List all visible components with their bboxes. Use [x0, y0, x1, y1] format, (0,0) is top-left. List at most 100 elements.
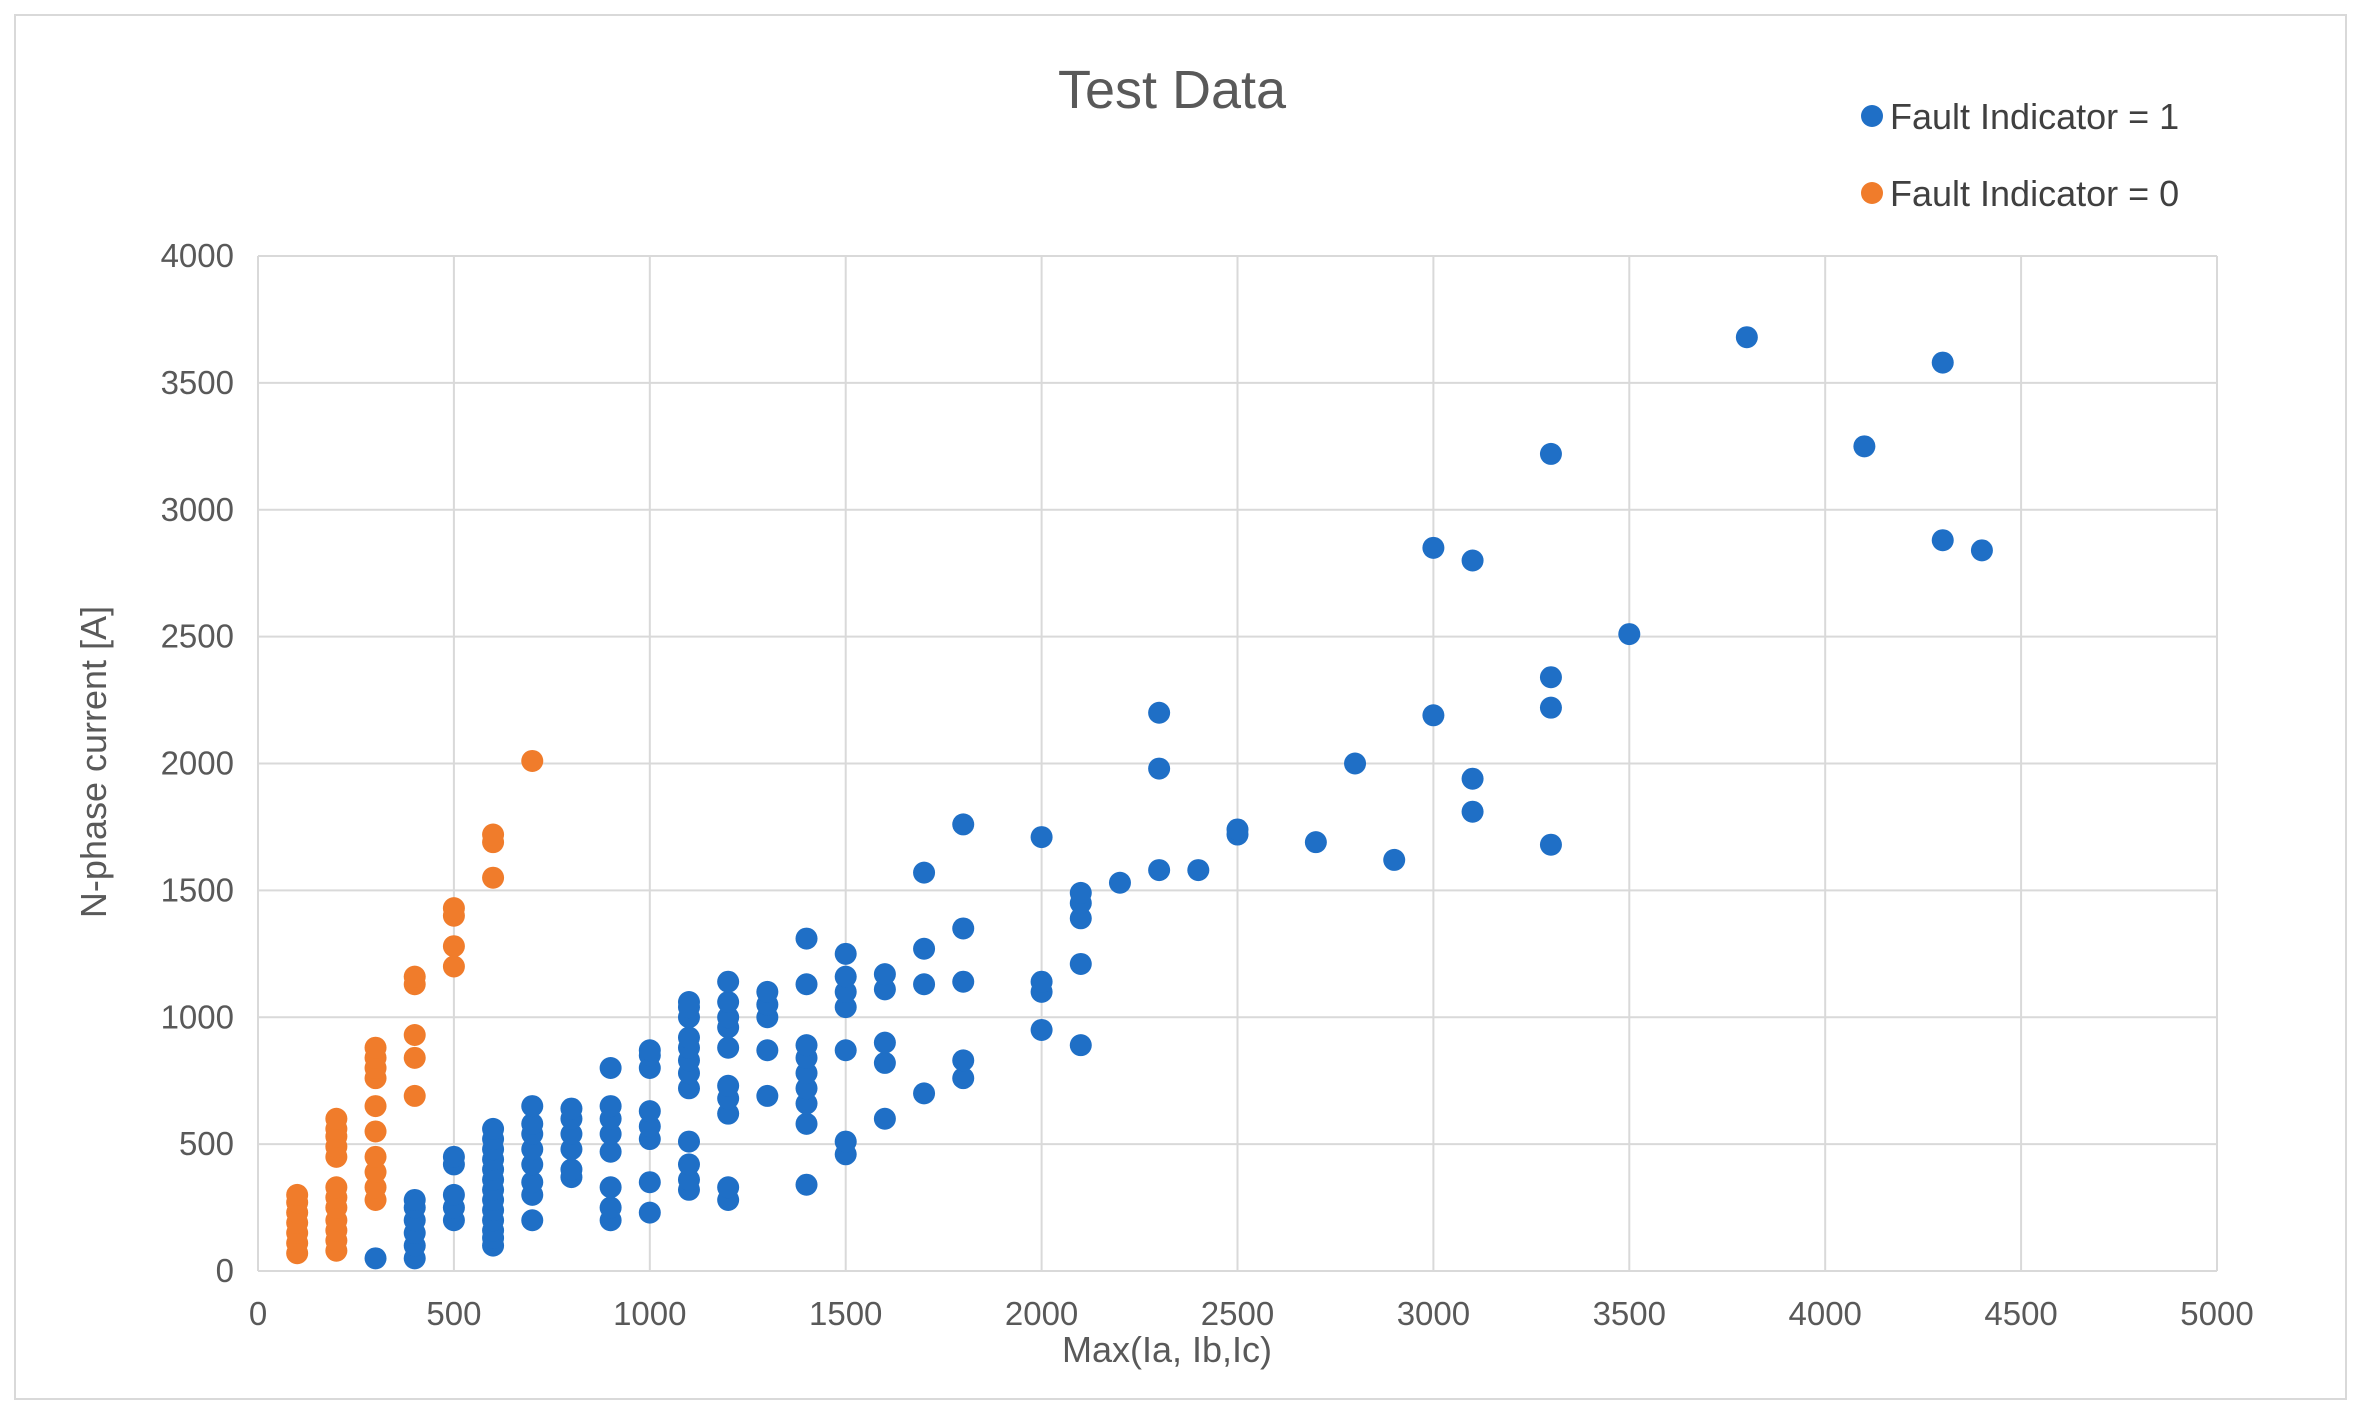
data-point — [442, 897, 465, 920]
data-point — [795, 1092, 818, 1115]
data-point — [325, 1176, 348, 1199]
data-point — [677, 1130, 700, 1153]
x-tick-label: 1500 — [809, 1295, 882, 1332]
data-point — [403, 965, 426, 988]
data-point — [364, 1145, 387, 1168]
data-point — [599, 1095, 622, 1118]
y-axis-title: N-phase current [A] — [73, 606, 114, 918]
data-point — [677, 1026, 700, 1049]
data-point — [521, 1095, 544, 1118]
data-point — [795, 1077, 818, 1100]
data-point — [638, 1171, 661, 1194]
legend-label-fault-0: Fault Indicator = 0 — [1890, 173, 2179, 214]
data-point — [1226, 818, 1249, 841]
data-point — [560, 1138, 583, 1161]
data-point — [482, 866, 505, 889]
data-point — [1461, 800, 1484, 823]
y-tick-label: 3000 — [161, 491, 234, 528]
data-point — [521, 1112, 544, 1135]
data-point — [442, 935, 465, 958]
data-point — [717, 991, 740, 1014]
data-point — [677, 991, 700, 1014]
data-point — [1148, 859, 1171, 882]
data-point — [638, 1201, 661, 1224]
y-tick-label: 2500 — [161, 618, 234, 655]
data-point — [325, 1107, 348, 1130]
x-tick-label: 2000 — [1005, 1295, 1078, 1332]
data-point — [482, 823, 505, 846]
data-point — [1069, 1034, 1092, 1057]
data-point — [1187, 859, 1210, 882]
data-points — [286, 326, 1993, 1270]
grid-lines — [257, 255, 2218, 1272]
data-point — [873, 1031, 896, 1054]
data-point — [913, 973, 936, 996]
data-point — [521, 1209, 544, 1232]
data-point — [873, 1107, 896, 1130]
data-point — [442, 1183, 465, 1206]
data-point — [1108, 871, 1131, 894]
tick-labels: 0 500 1000 1500 2000 2500 3000 3500 4000 4500 5000… — [161, 237, 2254, 1332]
legend-label-fault-1: Fault Indicator = 1 — [1890, 96, 2179, 137]
data-point — [1069, 952, 1092, 975]
y-tick-label: 2000 — [161, 745, 234, 782]
data-point — [952, 1049, 975, 1072]
legend-marker-fault-1 — [1861, 105, 1883, 127]
data-point — [1735, 326, 1758, 349]
data-point — [717, 1006, 740, 1029]
data-point — [834, 980, 857, 1003]
data-point — [286, 1183, 309, 1206]
data-point — [717, 1102, 740, 1125]
x-tick-label: 1000 — [613, 1295, 686, 1332]
data-point — [1422, 704, 1445, 727]
data-point — [1618, 623, 1641, 646]
data-point — [521, 1138, 544, 1161]
data-point — [364, 1247, 387, 1270]
data-point — [1539, 442, 1562, 465]
data-point — [834, 1039, 857, 1062]
data-point — [1931, 529, 1954, 552]
y-tick-label: 4000 — [161, 237, 234, 274]
data-point — [1148, 757, 1171, 780]
data-point — [560, 1097, 583, 1120]
data-point — [795, 1062, 818, 1085]
data-point — [1539, 696, 1562, 719]
data-point — [795, 1112, 818, 1135]
data-point — [1422, 536, 1445, 559]
data-point — [1069, 907, 1092, 930]
data-point — [834, 965, 857, 988]
data-point — [638, 1039, 661, 1062]
chart-frame: 0 500 1000 1500 2000 2500 3000 3500 4000 4500 5000… — [14, 14, 2347, 1400]
data-point — [560, 1158, 583, 1181]
y-tick-label: 1500 — [161, 871, 234, 908]
data-point — [521, 749, 544, 772]
data-point — [1030, 970, 1053, 993]
y-tick-label: 1000 — [161, 998, 234, 1035]
data-point — [442, 955, 465, 978]
data-point — [482, 1117, 505, 1140]
data-point — [795, 927, 818, 950]
data-point — [403, 1084, 426, 1107]
x-tick-label: 3500 — [1593, 1295, 1666, 1332]
data-point — [873, 978, 896, 1001]
data-point — [560, 1122, 583, 1145]
data-point — [403, 1188, 426, 1211]
data-point — [364, 1161, 387, 1184]
data-point — [717, 1176, 740, 1199]
data-point — [952, 1067, 975, 1090]
data-point — [834, 996, 857, 1019]
data-point — [599, 1196, 622, 1219]
data-point — [1853, 435, 1876, 458]
scatter-chart: 0 500 1000 1500 2000 2500 3000 3500 4000 4500 5000… — [73, 60, 2254, 1370]
data-point — [756, 980, 779, 1003]
data-point — [873, 963, 896, 986]
data-point — [599, 1057, 622, 1079]
data-point — [952, 813, 975, 836]
data-point — [638, 1115, 661, 1138]
data-point — [795, 1173, 818, 1196]
y-tick-label: 500 — [179, 1125, 234, 1162]
data-point — [717, 1074, 740, 1097]
data-point — [364, 1120, 387, 1143]
chart-title: Test Data — [1058, 60, 1287, 120]
data-point — [756, 1084, 779, 1107]
